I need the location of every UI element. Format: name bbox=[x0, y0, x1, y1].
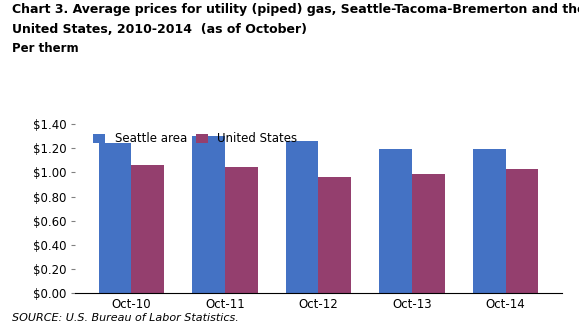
Bar bbox=[192, 136, 225, 293]
Text: United States, 2010-2014  (as of October): United States, 2010-2014 (as of October) bbox=[12, 23, 306, 36]
Bar bbox=[505, 169, 538, 293]
Bar bbox=[473, 149, 505, 293]
Text: Chart 3. Average prices for utility (piped) gas, Seattle-Tacoma-Bremerton and th: Chart 3. Average prices for utility (pip… bbox=[12, 3, 579, 16]
Bar bbox=[285, 141, 318, 293]
Text: Per therm: Per therm bbox=[12, 42, 78, 55]
Bar bbox=[225, 168, 258, 293]
Bar bbox=[318, 177, 351, 293]
Legend: Seattle area, United States: Seattle area, United States bbox=[91, 130, 300, 147]
Bar bbox=[131, 165, 164, 293]
Bar bbox=[379, 149, 412, 293]
Bar bbox=[412, 173, 445, 293]
Text: SOURCE: U.S. Bureau of Labor Statistics.: SOURCE: U.S. Bureau of Labor Statistics. bbox=[12, 313, 239, 323]
Bar bbox=[98, 143, 131, 293]
